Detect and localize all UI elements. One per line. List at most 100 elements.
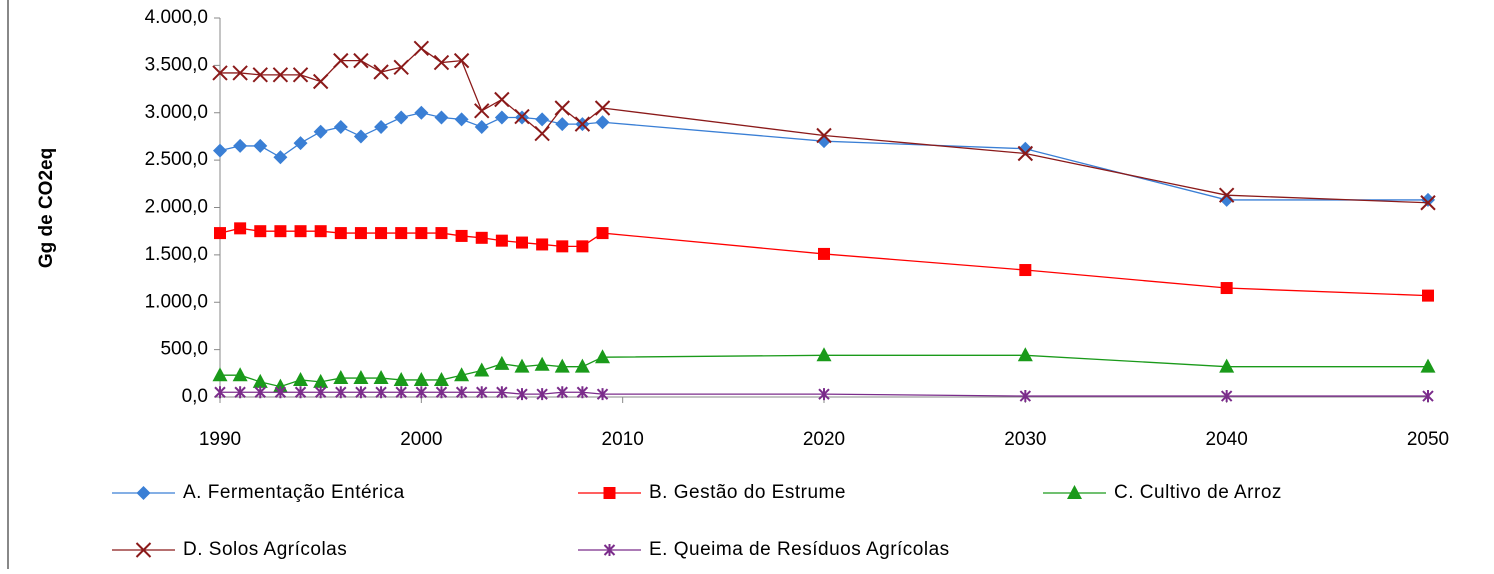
marker [574,116,591,132]
marker [274,386,287,399]
marker [212,367,228,382]
marker [556,240,569,253]
marker [1420,358,1436,373]
legend-label: A. Fermentação Entérica [183,482,405,503]
marker [273,150,288,165]
marker [576,386,589,399]
marker [536,238,549,251]
marker [333,370,349,385]
marker [252,373,268,388]
marker [333,119,348,134]
x-tick-label: 2040 [1206,429,1248,450]
marker [474,103,490,119]
marker [214,386,226,399]
y-tick-label: 1.500,0 [145,244,208,265]
marker [474,119,489,134]
y-tick-label: 4.000,0 [145,7,208,28]
marker [253,138,268,153]
marker [496,386,508,399]
marker [494,355,510,370]
marker [494,110,509,125]
legend-label: C. Cultivo de Arroz [1114,482,1282,503]
y-axis-label: Gg de CO2eq [36,148,57,268]
marker [353,129,368,144]
legend-label: E. Queima de Resíduos Agrícolas [649,539,950,560]
marker [1067,485,1082,499]
marker [455,386,468,399]
marker [353,370,369,385]
y-tick-label: 1.000,0 [145,291,208,312]
marker [818,247,830,260]
legend-label: B. Gestão do Estrume [649,482,846,503]
marker [292,67,309,83]
marker [596,227,609,240]
marker [212,65,228,81]
y-tick-label: 0,0 [182,386,208,407]
marker [1220,282,1233,295]
marker [395,227,408,240]
marker [1420,195,1436,211]
marker [555,117,570,132]
y-tick-label: 3.500,0 [145,54,208,75]
marker [554,100,570,116]
marker [232,367,248,382]
marker [576,240,589,253]
marker [413,40,430,57]
marker [232,65,248,81]
x-tick-label: 2030 [1004,429,1046,450]
marker [234,386,246,399]
marker [353,52,369,69]
marker [536,388,548,401]
marker [293,371,309,386]
marker [233,138,248,153]
marker [1019,264,1032,277]
marker [433,54,450,71]
y-tick-label: 500,0 [160,339,208,360]
marker [1219,358,1235,373]
marker [415,227,428,240]
marker [272,67,289,83]
marker [254,225,267,238]
marker [474,362,490,377]
marker [415,386,428,399]
marker [395,386,407,399]
marker [535,112,550,127]
marker [494,91,510,108]
series-line [219,112,1428,201]
marker [514,358,530,373]
marker [334,227,347,240]
marker [603,544,616,556]
marker [1219,192,1234,207]
marker [816,127,832,144]
marker [435,386,448,399]
marker [313,373,329,388]
marker [294,386,307,399]
x-tick-label: 2050 [1407,429,1449,450]
marker [574,358,590,373]
x-tick-label: 2010 [602,429,644,450]
marker [354,227,367,240]
marker [214,227,226,240]
marker [414,105,429,120]
marker [434,110,449,125]
marker [514,108,530,125]
x-tick-label: 2020 [803,429,845,450]
marker [375,386,387,399]
marker [455,229,468,242]
series-line [220,47,1429,204]
marker [495,234,508,247]
marker [393,59,409,75]
marker [355,386,367,399]
marker [595,349,611,364]
marker [595,115,610,130]
marker [136,486,151,500]
marker [554,358,570,373]
marker [1019,390,1032,403]
marker [596,388,609,401]
x-tick-label: 2000 [400,429,442,450]
marker [333,52,349,69]
marker [1218,187,1235,203]
marker [476,386,488,399]
marker [516,388,528,401]
marker [433,371,449,386]
